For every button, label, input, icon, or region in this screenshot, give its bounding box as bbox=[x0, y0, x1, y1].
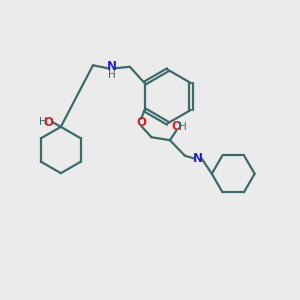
Text: H: H bbox=[179, 122, 187, 132]
Text: O: O bbox=[44, 116, 54, 129]
Text: H: H bbox=[39, 117, 46, 128]
Text: N: N bbox=[193, 152, 203, 165]
Text: O: O bbox=[172, 120, 182, 133]
Text: O: O bbox=[136, 116, 146, 129]
Text: N: N bbox=[106, 60, 116, 73]
Text: H: H bbox=[107, 70, 115, 80]
